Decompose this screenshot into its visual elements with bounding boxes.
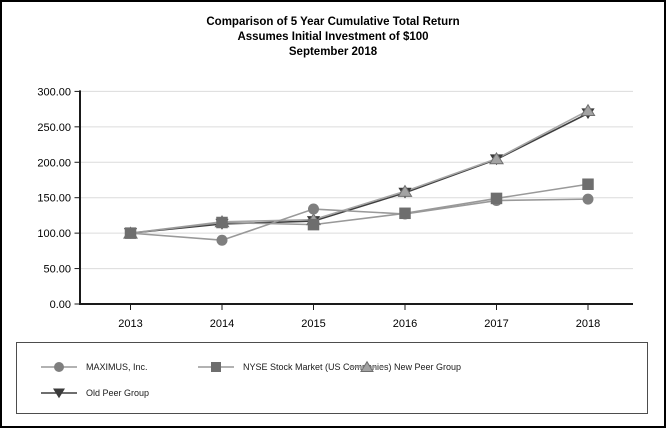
square-marker — [124, 227, 137, 239]
legend-label: MAXIMUS, Inc. — [86, 362, 148, 372]
y-tick-label: 250.00 — [37, 122, 71, 134]
circle-marker-icon — [41, 362, 77, 372]
square-marker — [582, 178, 594, 190]
x-tick-label: 2015 — [301, 318, 325, 330]
legend-label: Old Peer Group — [86, 388, 150, 398]
triangle-up-icon — [360, 360, 374, 372]
series-line-3 — [130, 112, 589, 234]
chart-title-line3: September 2018 — [288, 46, 378, 58]
y-tick-label: 200.00 — [37, 157, 71, 169]
legend-item-new-peer-group: New Peer Group — [349, 360, 461, 374]
series-line-0 — [130, 198, 589, 242]
square-marker — [490, 192, 503, 205]
x-tick-label: 2013 — [118, 318, 142, 330]
chart-title: Comparison of 5 Year Cumulative Total Re… — [2, 15, 664, 60]
chart-title-line1: Comparison of 5 Year Cumulative Total Re… — [206, 16, 460, 28]
x-tick-label: 2017 — [484, 318, 508, 330]
square-icon — [211, 362, 221, 372]
circle-marker — [582, 193, 594, 205]
y-tick-label: 100.00 — [37, 228, 71, 240]
series-line-1 — [130, 183, 589, 234]
legend-item-maximus: MAXIMUS, Inc. — [41, 360, 148, 374]
triangle-down-icon — [53, 388, 65, 399]
triangle-up-marker-icon — [349, 360, 385, 372]
triangle-up-marker — [397, 184, 413, 197]
square-marker — [399, 207, 411, 220]
y-tick-label: 50.00 — [43, 264, 71, 276]
square-marker-icon — [198, 362, 234, 372]
legend-label: New Peer Group — [394, 362, 462, 372]
y-tick-label: 300.00 — [37, 86, 71, 98]
square-marker — [216, 216, 228, 229]
triangle-up-marker — [580, 103, 596, 117]
y-tick-label: 150.00 — [37, 193, 71, 205]
y-tick-label: 0.00 — [50, 299, 71, 311]
circle-icon — [54, 362, 64, 372]
circle-marker — [216, 234, 228, 246]
x-tick-label: 2016 — [393, 318, 417, 330]
series-line-2 — [130, 109, 589, 234]
triangle-up-marker — [489, 151, 504, 165]
legend-label: NYSE Stock Market (US Companies) — [243, 362, 392, 372]
circle-marker — [308, 203, 319, 215]
legend-item-old-peer-group: Old Peer Group — [41, 386, 149, 400]
x-tick-label: 2018 — [576, 318, 600, 330]
performance-chart: 0.00 50.00 100.00 150.00 200.00 250.00 300.00 2… — [37, 86, 633, 330]
triangle-down-marker-icon — [41, 388, 77, 399]
legend-item-nyse: NYSE Stock Market (US Companies) — [198, 360, 392, 374]
chart-legend: MAXIMUS, Inc. NYSE Stock Market (US Comp… — [16, 342, 648, 414]
square-marker — [307, 218, 320, 231]
x-tick-label: 2014 — [210, 318, 234, 330]
chart-title-line2: Assumes Initial Investment of $100 — [237, 31, 429, 43]
